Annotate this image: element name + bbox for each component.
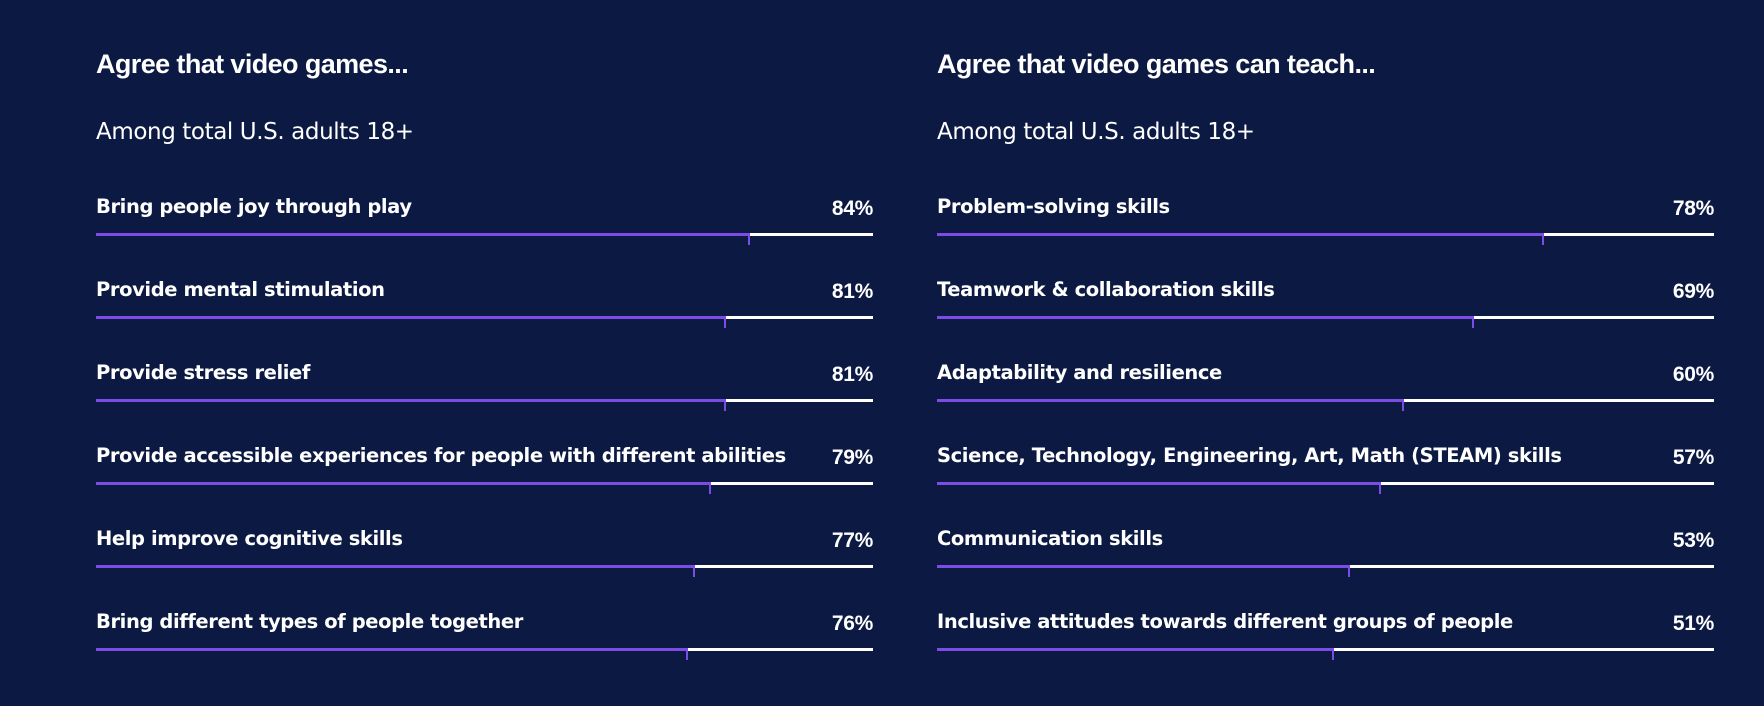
bar-row: Provide stress relief 81% xyxy=(96,358,873,441)
bar-row: Problem-solving skills 78% xyxy=(937,192,1714,275)
bar-end-marker xyxy=(1332,648,1334,660)
bar-fill xyxy=(937,399,1403,402)
bar-category-label: Provide accessible experiences for peopl… xyxy=(96,444,786,467)
bar-value-label: 60% xyxy=(1672,363,1714,386)
bar-end-marker xyxy=(724,316,726,328)
bar-category-label: Provide mental stimulation xyxy=(96,278,385,301)
bar-end-marker xyxy=(709,482,711,494)
bar-row: Communication skills 53% xyxy=(937,524,1714,607)
bar-value-label: 81% xyxy=(831,363,873,386)
bar-value-label: 76% xyxy=(831,612,873,635)
bar-fill xyxy=(96,648,687,651)
bar-list: Problem-solving skills 78% Teamwork & coll… xyxy=(937,192,1714,690)
bar-row: Provide accessible experiences for peopl… xyxy=(96,441,873,524)
bar-track xyxy=(937,482,1714,494)
bar-row: Help improve cognitive skills 77% xyxy=(96,524,873,607)
bar-category-label: Problem-solving skills xyxy=(937,195,1170,218)
bar-fill xyxy=(96,565,694,568)
bar-value-label: 79% xyxy=(831,446,873,469)
bar-fill xyxy=(937,482,1380,485)
bar-row: Inclusive attitudes towards different gr… xyxy=(937,607,1714,690)
bar-end-marker xyxy=(693,565,695,577)
bar-row: Teamwork & collaboration skills 69% xyxy=(937,275,1714,358)
bar-value-label: 78% xyxy=(1672,197,1714,220)
bar-list: Bring people joy through play 84% Provide … xyxy=(96,192,873,690)
bar-end-marker xyxy=(1472,316,1474,328)
bar-fill xyxy=(937,316,1473,319)
bar-track xyxy=(96,482,873,494)
chart-title: Agree that video games can teach... xyxy=(937,49,1376,79)
bar-end-marker xyxy=(1379,482,1381,494)
bar-end-marker xyxy=(1348,565,1350,577)
bar-fill xyxy=(937,233,1543,236)
bar-track xyxy=(937,316,1714,328)
chart-subtitle: Among total U.S. adults 18+ xyxy=(937,119,1255,145)
bar-value-label: 81% xyxy=(831,280,873,303)
bar-track xyxy=(96,399,873,411)
bar-category-label: Help improve cognitive skills xyxy=(96,527,403,550)
bar-row: Bring people joy through play 84% xyxy=(96,192,873,275)
bar-fill xyxy=(96,399,725,402)
bar-track xyxy=(96,565,873,577)
bar-fill xyxy=(937,565,1349,568)
bar-row: Science, Technology, Engineering, Art, M… xyxy=(937,441,1714,524)
bar-track xyxy=(96,648,873,660)
bar-value-label: 57% xyxy=(1672,446,1714,469)
bar-category-label: Bring different types of people together xyxy=(96,610,523,633)
bar-category-label: Science, Technology, Engineering, Art, M… xyxy=(937,444,1562,467)
bar-row: Provide mental stimulation 81% xyxy=(96,275,873,358)
bar-track xyxy=(937,399,1714,411)
bar-fill xyxy=(96,316,725,319)
bar-end-marker xyxy=(1402,399,1404,411)
bar-category-label: Teamwork & collaboration skills xyxy=(937,278,1275,301)
bar-end-marker xyxy=(686,648,688,660)
bar-value-label: 84% xyxy=(831,197,873,220)
bar-fill xyxy=(96,233,749,236)
bar-category-label: Communication skills xyxy=(937,527,1163,550)
chart-subtitle: Among total U.S. adults 18+ xyxy=(96,119,414,145)
bar-category-label: Provide stress relief xyxy=(96,361,310,384)
bar-track xyxy=(937,233,1714,245)
bar-track xyxy=(96,316,873,328)
bar-end-marker xyxy=(748,233,750,245)
bar-value-label: 69% xyxy=(1672,280,1714,303)
bar-track xyxy=(937,565,1714,577)
bar-value-label: 53% xyxy=(1672,529,1714,552)
bar-category-label: Inclusive attitudes towards different gr… xyxy=(937,610,1513,633)
bar-value-label: 77% xyxy=(831,529,873,552)
bar-fill xyxy=(937,648,1333,651)
bar-category-label: Adaptability and resilience xyxy=(937,361,1222,384)
bar-end-marker xyxy=(1542,233,1544,245)
bar-end-marker xyxy=(724,399,726,411)
bar-row: Adaptability and resilience 60% xyxy=(937,358,1714,441)
bar-value-label: 51% xyxy=(1672,612,1714,635)
bar-fill xyxy=(96,482,710,485)
bar-row: Bring different types of people together… xyxy=(96,607,873,690)
bar-category-label: Bring people joy through play xyxy=(96,195,412,218)
chart-title: Agree that video games... xyxy=(96,49,409,79)
bar-track xyxy=(96,233,873,245)
bar-track xyxy=(937,648,1714,660)
